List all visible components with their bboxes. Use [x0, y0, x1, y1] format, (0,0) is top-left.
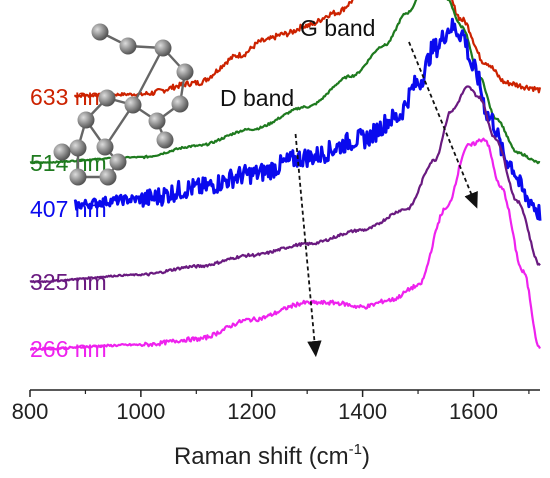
- x-axis-label: Raman shift (cm-1): [174, 441, 370, 470]
- x-axis: 800 1000 1200 1400 1600: [12, 389, 540, 424]
- atom: [171, 95, 189, 113]
- series-line-633-nm: [74, 0, 542, 99]
- atom: [119, 37, 137, 55]
- atom: [156, 131, 174, 149]
- x-tick-label-1200: 1200: [227, 399, 276, 424]
- x-tick-label-800: 800: [12, 399, 49, 424]
- atom: [77, 111, 95, 129]
- series-label-266-nm: 266 nm: [30, 336, 107, 362]
- atom: [53, 143, 71, 161]
- x-tick-label-1400: 1400: [338, 399, 387, 424]
- atom: [109, 153, 127, 171]
- atom: [69, 168, 87, 186]
- atom: [96, 138, 114, 156]
- g-band-arrow: [408, 41, 478, 209]
- x-tick-label-1600: 1600: [449, 399, 498, 424]
- bond: [131, 47, 165, 106]
- d-band-label: D band: [220, 85, 294, 111]
- series-line-266-nm: [30, 137, 541, 351]
- atom: [148, 112, 166, 130]
- g-band-label: G band: [300, 15, 375, 41]
- x-tick-label-1000: 1000: [116, 399, 165, 424]
- series-label-407-nm: 407 nm: [30, 196, 107, 222]
- series-label-633-nm: 633 nm: [30, 84, 107, 110]
- atom: [176, 63, 194, 81]
- atom: [69, 139, 87, 157]
- series-label-325-nm: 325 nm: [30, 269, 107, 295]
- atom: [91, 23, 109, 41]
- annotation-layer: G band D band: [220, 15, 478, 358]
- graphene-fragment-icon: [53, 23, 194, 186]
- d-band-arrow: [294, 133, 322, 358]
- atom: [99, 168, 117, 186]
- atom: [124, 96, 142, 114]
- atom: [98, 89, 116, 107]
- series-line-407-nm: [73, 17, 542, 221]
- atom: [154, 39, 172, 57]
- series-line-325-nm: [29, 85, 541, 284]
